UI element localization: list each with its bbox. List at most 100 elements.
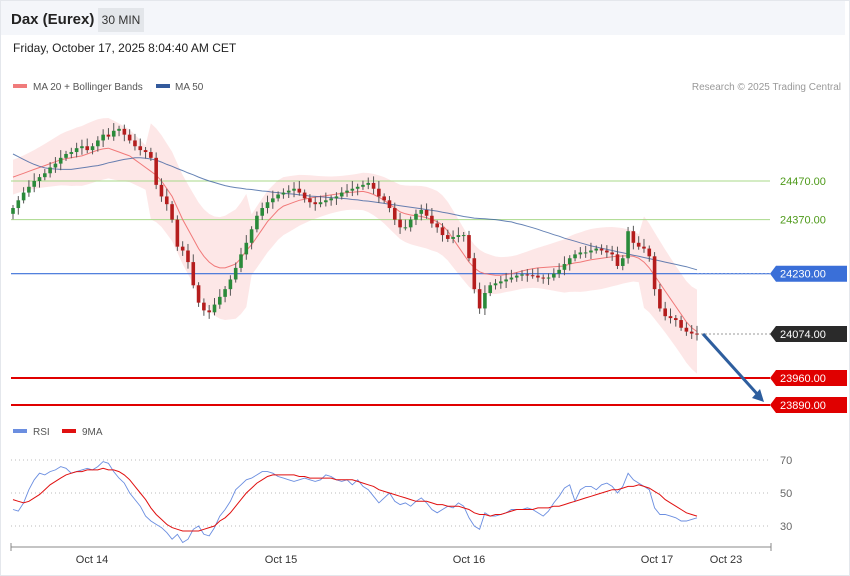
chart-header: Dax (Eurex) 30 MIN bbox=[1, 1, 845, 35]
candle-body bbox=[85, 146, 90, 151]
candle-body bbox=[525, 274, 530, 276]
candle-body bbox=[122, 128, 127, 135]
ma50-legend-label: MA 50 bbox=[175, 82, 204, 93]
candle-body bbox=[605, 250, 609, 253]
candle-body bbox=[159, 184, 164, 197]
candle-body bbox=[271, 198, 275, 203]
candle-body bbox=[461, 235, 466, 237]
candle-body bbox=[392, 208, 397, 220]
candle-body bbox=[631, 231, 636, 243]
candle-body bbox=[451, 237, 455, 239]
candle-body bbox=[154, 157, 158, 185]
forecast-arrow-head bbox=[752, 389, 764, 402]
instrument-title: Dax (Eurex) bbox=[11, 11, 95, 28]
candle-body bbox=[456, 235, 461, 237]
candle-body bbox=[191, 262, 196, 286]
candle-body bbox=[170, 204, 174, 220]
candle-body bbox=[483, 293, 487, 309]
candle-body bbox=[207, 310, 211, 313]
candle-body bbox=[281, 192, 286, 195]
candle-body bbox=[663, 308, 667, 317]
rsi-ma-line bbox=[12, 467, 698, 532]
moving-averages bbox=[12, 147, 698, 333]
candle-body bbox=[419, 209, 424, 214]
candle-body bbox=[111, 130, 116, 137]
candle-body bbox=[37, 177, 42, 181]
candle-body bbox=[244, 242, 249, 255]
candle-body bbox=[27, 186, 31, 193]
candle-body bbox=[430, 215, 434, 224]
candle-body bbox=[488, 285, 493, 293]
candle-body bbox=[467, 235, 471, 259]
candle-body bbox=[658, 289, 662, 309]
candle-body bbox=[377, 188, 381, 197]
candle-body bbox=[398, 219, 402, 228]
candle-body bbox=[642, 246, 646, 249]
rsi-tick-50: 50 bbox=[780, 488, 792, 500]
level-label-23890.00: 23890.00 bbox=[780, 400, 826, 412]
bollinger-legend-swatch bbox=[13, 84, 27, 88]
candle-body bbox=[212, 304, 217, 313]
x-tick-oct-15: Oct 15 bbox=[265, 554, 297, 566]
level-label-23890.00-box bbox=[770, 397, 847, 413]
candle-body bbox=[673, 318, 678, 321]
candle-body bbox=[546, 277, 551, 279]
x-tick-oct-17: Oct 17 bbox=[641, 554, 673, 566]
ma50-legend-swatch bbox=[156, 84, 170, 88]
candle-body bbox=[684, 327, 689, 332]
candle-body bbox=[302, 192, 307, 199]
candle-body bbox=[589, 250, 593, 253]
price-level-labels: 24470.00 24370.00 24230.00 24074.00 23960.00… bbox=[770, 176, 847, 413]
candle-body bbox=[69, 152, 74, 154]
candle-body bbox=[610, 252, 614, 255]
candle-body bbox=[58, 157, 63, 164]
candle-body bbox=[318, 202, 323, 205]
candle-body bbox=[366, 182, 371, 185]
candle-body bbox=[175, 219, 180, 247]
candle-body bbox=[260, 208, 265, 216]
rsi-tick-70: 70 bbox=[780, 455, 792, 467]
candle-body bbox=[265, 202, 270, 209]
bollinger-band-area bbox=[13, 117, 697, 374]
candle-body bbox=[339, 192, 344, 197]
candle-body bbox=[403, 227, 408, 229]
rsi-panel: 70 50 30 bbox=[11, 455, 792, 544]
candle-body bbox=[117, 128, 121, 131]
candle-body bbox=[345, 190, 349, 193]
candle-body bbox=[652, 256, 657, 290]
candle-body bbox=[334, 196, 339, 199]
candle-body bbox=[509, 277, 514, 280]
candle-body bbox=[504, 279, 508, 282]
candle-body bbox=[11, 208, 15, 214]
candle-body bbox=[350, 188, 355, 191]
candle-body bbox=[578, 252, 583, 255]
timeframe-badge[interactable]: 30 MIN bbox=[98, 8, 144, 32]
candle-body bbox=[615, 254, 620, 266]
candle-body bbox=[202, 302, 206, 311]
candle-body bbox=[499, 281, 503, 284]
x-tick-oct-16: Oct 16 bbox=[453, 554, 485, 566]
rsi-ma-legend-swatch bbox=[62, 429, 76, 433]
level-label-24074.00-box bbox=[770, 325, 847, 342]
candle-body bbox=[599, 248, 604, 251]
rsi-legend: RSI 9MA bbox=[13, 427, 103, 438]
price-levels bbox=[11, 180, 770, 406]
candle-body bbox=[440, 227, 445, 236]
candle-body bbox=[138, 146, 143, 151]
candle-body bbox=[557, 269, 561, 274]
candle-body bbox=[493, 283, 498, 286]
level-label-24230.00-box bbox=[770, 265, 847, 282]
level-label-24470.00: 24470.00 bbox=[780, 176, 826, 188]
rsi-legend-label: RSI bbox=[33, 427, 50, 438]
candle-body bbox=[530, 275, 535, 277]
candle-body bbox=[297, 188, 302, 193]
candle-body bbox=[567, 258, 572, 265]
candle-body bbox=[594, 248, 599, 251]
candle-body bbox=[371, 182, 376, 189]
chart-datetime: Friday, October 17, 2025 8:04:40 AM CET bbox=[13, 41, 237, 55]
candle-body bbox=[552, 273, 556, 278]
candle-body bbox=[620, 258, 625, 266]
candle-body bbox=[477, 289, 482, 309]
ma50-line bbox=[12, 153, 698, 271]
